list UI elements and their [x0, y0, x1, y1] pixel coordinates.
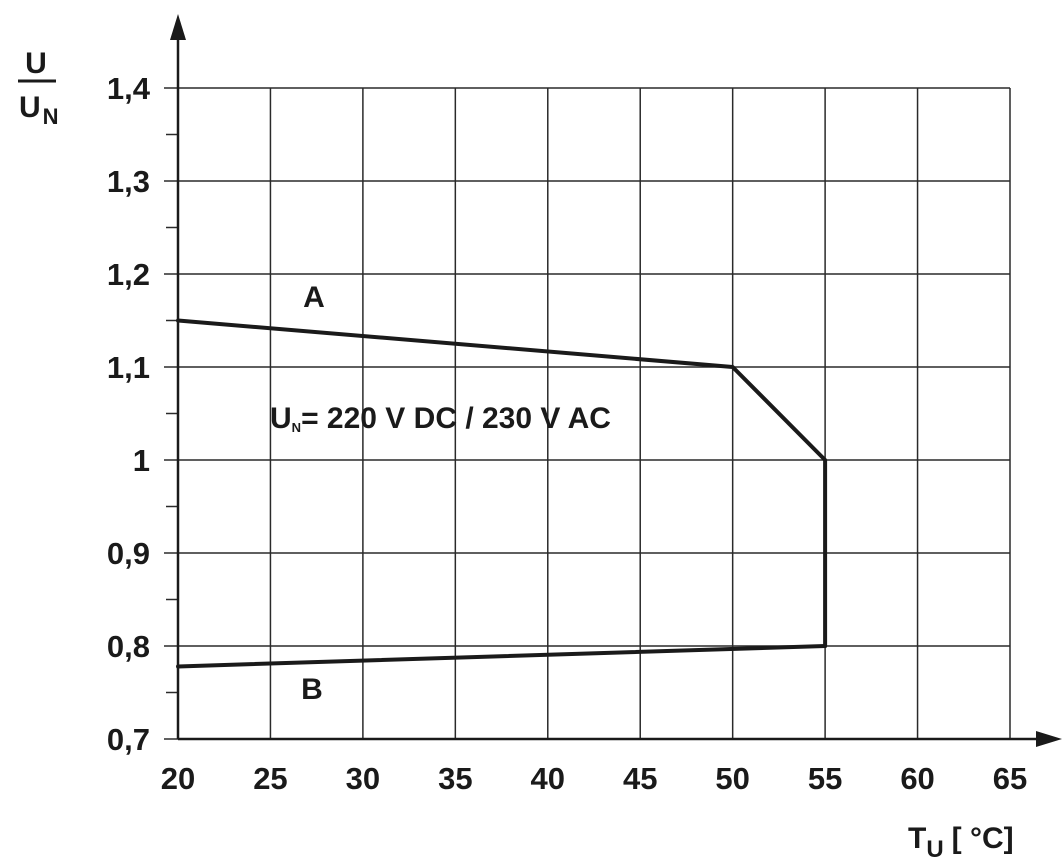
series-line-b	[176, 644, 828, 669]
axes	[164, 14, 1062, 747]
x-tick-label: 25	[253, 761, 287, 796]
series-label-b: B	[301, 673, 323, 706]
series-lines	[176, 318, 828, 669]
x-tick-labels: 20 25 30 35 40 45 50 55 60 65	[161, 761, 1027, 796]
y-tick-label: 1,2	[107, 257, 150, 292]
x-tick-label: 35	[438, 761, 472, 796]
x-tick-label: 60	[900, 761, 934, 796]
x-tick-label: 45	[623, 761, 657, 796]
x-tick-label: 55	[808, 761, 842, 796]
series-line-a	[176, 318, 828, 648]
y-tick-label: 0,9	[107, 536, 150, 571]
y-tick-label: 1,4	[107, 71, 151, 106]
x-tick-label: 65	[993, 761, 1027, 796]
x-tick-label: 20	[161, 761, 195, 796]
x-axis-arrow-icon	[1036, 731, 1062, 747]
series-label-a: A	[303, 281, 325, 314]
y-tick-label: 1,1	[107, 350, 150, 385]
y-tick-label: 1	[133, 443, 150, 478]
y-tick-label: 0,8	[107, 629, 150, 664]
x-axis-label: TU[ °C]	[908, 822, 1014, 863]
x-tick-label: 50	[715, 761, 749, 796]
y-axis-label-denominator: UN	[19, 91, 59, 129]
x-tick-label: 40	[531, 761, 565, 796]
y-tick-label: 0,7	[107, 722, 150, 757]
y-axis-label-numerator: U	[25, 47, 47, 80]
grid	[178, 87, 1011, 739]
y-tick-label: 1,3	[107, 164, 150, 199]
x-tick-label: 30	[346, 761, 380, 796]
nominal-voltage-annotation: UN= 220 V DC / 230 V AC	[270, 402, 611, 435]
y-axis-arrow-icon	[170, 14, 186, 40]
y-tick-labels: 0,7 0,8 0,9 1 1,1 1,2 1,3 1,4	[107, 71, 151, 757]
